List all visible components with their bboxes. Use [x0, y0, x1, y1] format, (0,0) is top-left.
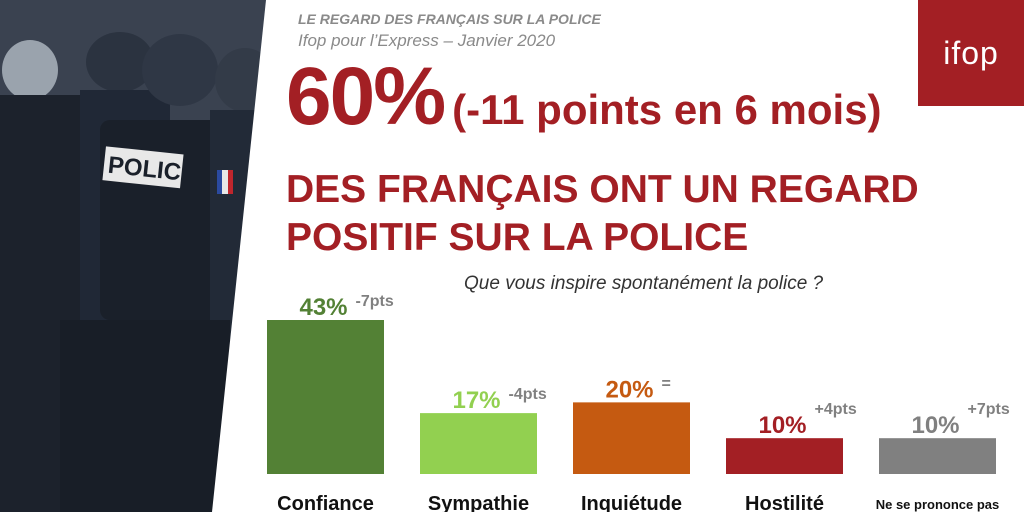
- change-label-3: =: [662, 375, 671, 392]
- headline-percent: 60%: [286, 51, 446, 142]
- headline-line-1: DES FRANÇAIS ONT UN REGARD: [286, 168, 919, 211]
- value-label-3: 20%: [605, 376, 653, 403]
- headline-line-2: POSITIF SUR LA POLICE: [286, 216, 749, 259]
- value-label-2: 17%: [452, 387, 500, 414]
- change-label-2: -4pts: [509, 386, 547, 403]
- bar-3: [573, 402, 690, 474]
- chart-question: Que vous inspire spontanément la police …: [464, 273, 824, 294]
- value-label-4: 10%: [758, 412, 806, 439]
- ifop-logo-text: ifop: [943, 34, 999, 71]
- bar-4: [726, 438, 843, 474]
- category-label-5: Ne se prononce pas: [876, 497, 1000, 512]
- category-label-2: Sympathie: [428, 493, 529, 512]
- change-label-4: +4pts: [815, 401, 857, 418]
- category-label-4: Hostilité: [745, 493, 824, 512]
- headline-delta: (-11 points en 6 mois): [452, 86, 882, 133]
- headline-text: DES FRANÇAIS ONT UN REGARD POSITIF SUR L…: [286, 166, 926, 262]
- bar-1: [267, 320, 384, 474]
- change-label-1: -7pts: [356, 293, 394, 310]
- value-label-5: 10%: [911, 412, 959, 439]
- change-label-5: +7pts: [968, 401, 1010, 418]
- category-label-1: Confiance: [277, 493, 374, 512]
- ifop-logo: ifop: [918, 0, 1024, 106]
- source-line: Ifop pour l’Express – Janvier 2020: [298, 31, 556, 50]
- kicker-title: LE REGARD DES FRANÇAIS SUR LA POLICE: [298, 11, 601, 27]
- bar-5: [879, 438, 996, 474]
- bar-2: [420, 413, 537, 474]
- value-label-1: 43%: [299, 294, 347, 321]
- headline-figure: 60% (-11 points en 6 mois): [286, 56, 882, 138]
- category-label-3: Inquiétude: [581, 493, 682, 512]
